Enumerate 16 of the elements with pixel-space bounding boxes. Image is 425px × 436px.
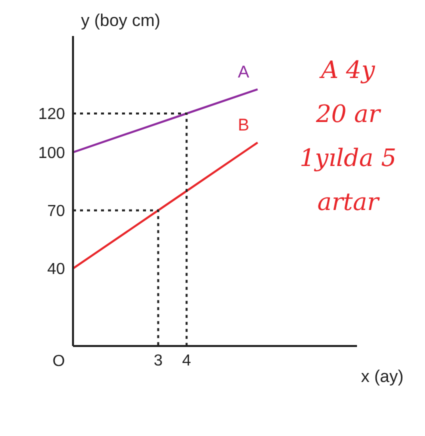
series-label: A: [238, 62, 250, 82]
y-tick-label: 40: [47, 261, 66, 278]
text: O: [52, 353, 65, 370]
annotation: 1yılda 5: [298, 143, 398, 174]
line-series: [73, 142, 259, 270]
series-label: B: [238, 116, 250, 135]
y-tick-label: 70: [47, 203, 66, 220]
y-axis-title: y (boy cm): [81, 11, 160, 30]
x-axis-title: x (ay): [361, 367, 404, 386]
annotation: artar: [316, 187, 381, 218]
y-tick-label: 100: [38, 144, 66, 162]
x-tick-label: 3: [154, 352, 163, 370]
y-tick-label: 120: [38, 106, 66, 124]
annotation: 20 ar: [315, 99, 382, 130]
annotation: A 4y: [318, 55, 376, 86]
x-tick-label: 4: [182, 352, 192, 370]
